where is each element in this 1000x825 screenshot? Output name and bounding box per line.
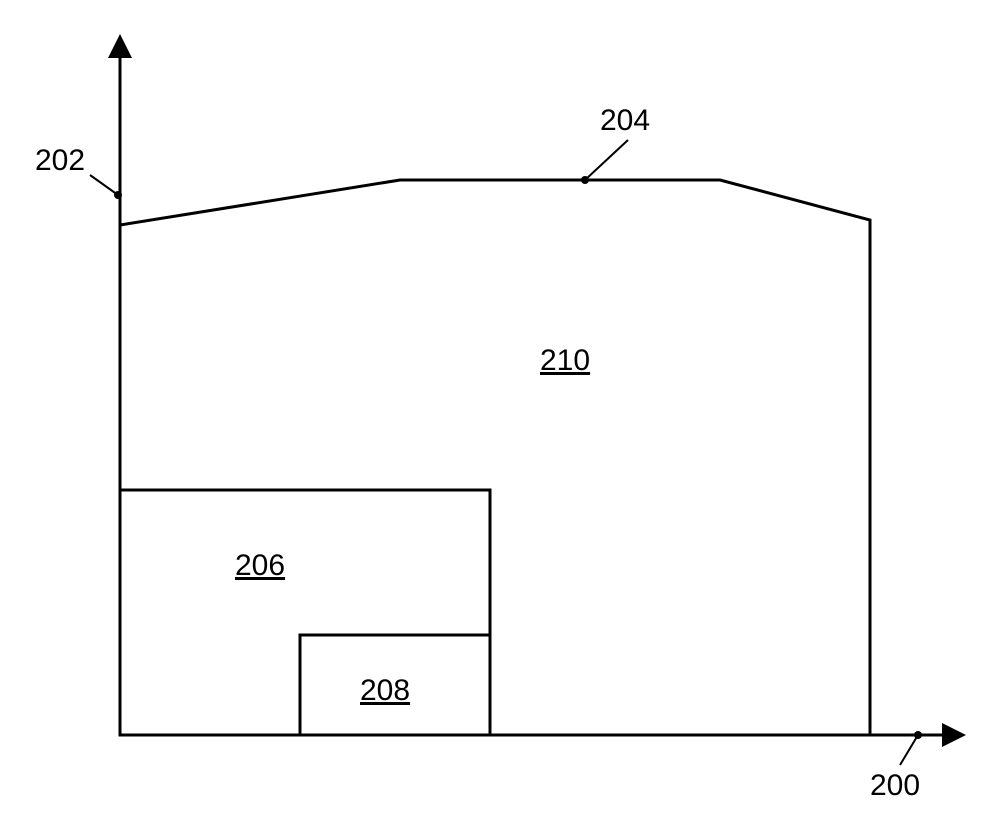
region-208-label: 208 (360, 674, 410, 707)
callout-200-leader (900, 735, 918, 765)
region-210-label: 210 (540, 344, 590, 377)
callout-200-dot (914, 731, 922, 739)
region-210-outline (120, 180, 870, 735)
callout-200-label: 200 (870, 769, 920, 802)
region-206-box (120, 490, 490, 735)
callout-202-label: 202 (35, 144, 85, 177)
callout-202-dot (114, 191, 122, 199)
callout-202-leader (90, 175, 118, 195)
callout-204-leader (585, 140, 628, 180)
callout-204-label: 204 (600, 104, 650, 137)
diagram-svg: 202 204 200 210 206 208 (0, 0, 1000, 825)
region-206-label: 206 (235, 549, 285, 582)
callout-204-dot (581, 176, 589, 184)
